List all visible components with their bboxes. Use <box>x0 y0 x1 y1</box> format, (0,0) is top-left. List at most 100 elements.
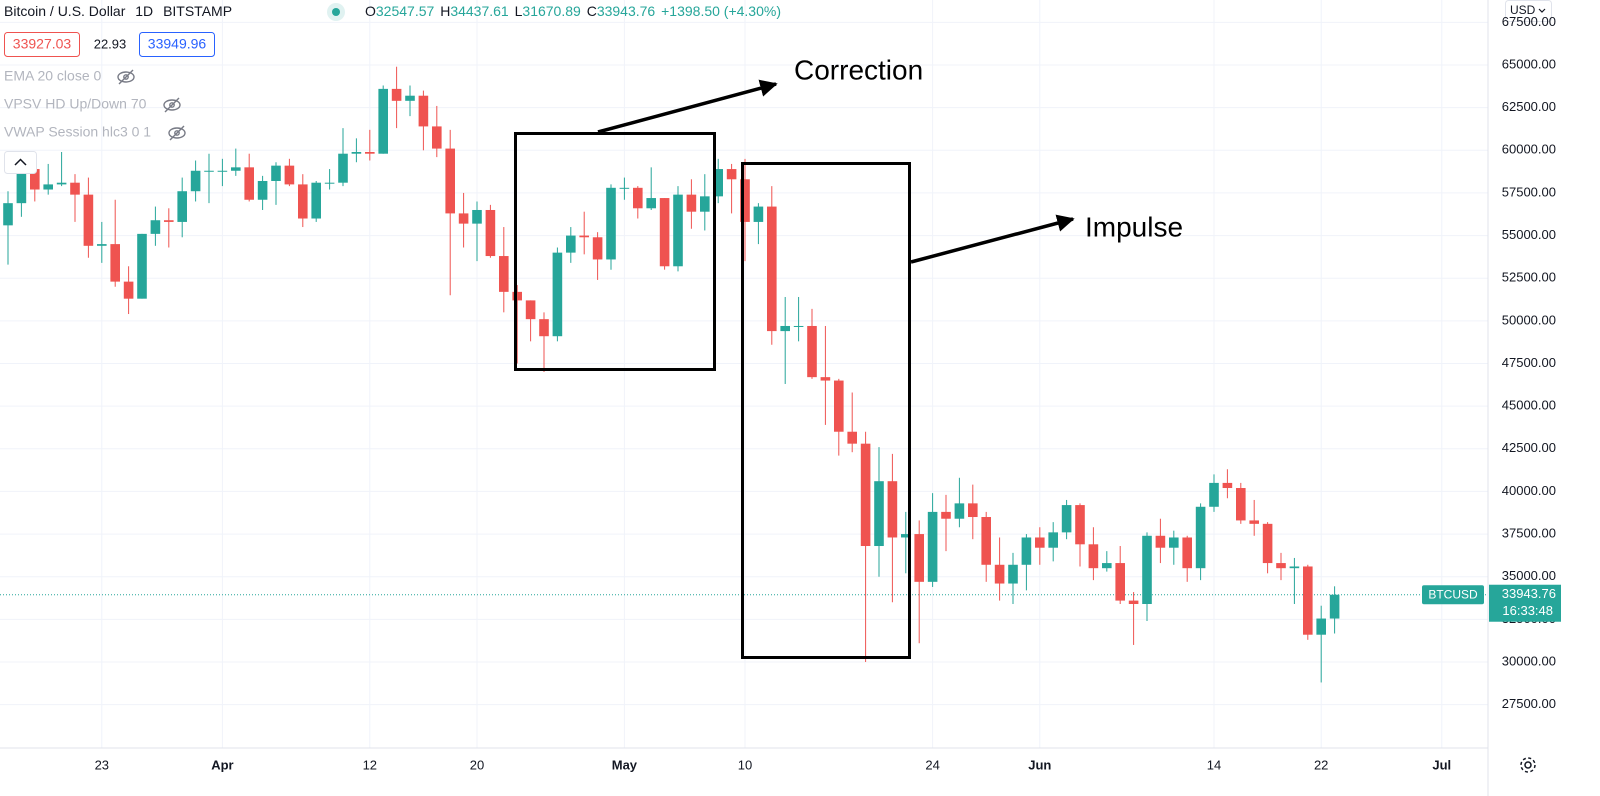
candle-body <box>1155 535 1166 548</box>
candle-body <box>954 503 965 519</box>
candle-body <box>110 244 120 282</box>
candle-body <box>1075 505 1085 545</box>
candle-body <box>56 182 67 185</box>
y-tick-label: 57500.00 <box>1502 184 1556 199</box>
candle-body <box>311 182 321 219</box>
candle-body <box>525 300 536 320</box>
x-tick-label: 24 <box>925 757 939 772</box>
candle-body <box>619 187 630 189</box>
y-tick-label: 47500.00 <box>1502 355 1556 370</box>
dropdown-icon <box>1538 8 1546 13</box>
candle-body <box>257 180 268 200</box>
price-tag <box>1489 584 1561 622</box>
candle-body <box>324 182 335 184</box>
eye-off-icon[interactable] <box>117 69 135 85</box>
candle-body <box>83 194 94 246</box>
candle-body <box>485 209 496 257</box>
y-tick-label: 60000.00 <box>1502 142 1556 157</box>
candle-body <box>726 169 737 180</box>
indicator[interactable]: VPSV HD Up/Down 70 <box>4 96 147 112</box>
y-tick-label: 52500.00 <box>1502 270 1556 285</box>
candle-body <box>391 88 402 101</box>
candle-body <box>1142 535 1152 605</box>
change: +1398.50 (+4.30%) <box>661 3 781 19</box>
candle-body <box>512 291 522 301</box>
candle-body <box>793 325 804 327</box>
y-tick-label: 45000.00 <box>1502 398 1556 413</box>
candle-body <box>284 165 295 185</box>
high-value: 34437.61 <box>450 3 509 19</box>
price-tag-value: 33943.76 <box>1502 586 1556 601</box>
candle-body <box>1182 537 1192 569</box>
y-tick-label: 62500.00 <box>1502 99 1556 114</box>
candle-body <box>432 126 442 149</box>
y-tick-label: 40000.00 <box>1502 483 1556 498</box>
candle-body <box>927 511 938 582</box>
x-tick-label: 23 <box>95 757 109 772</box>
candle-body <box>1128 600 1139 605</box>
collapse-button[interactable] <box>4 151 37 174</box>
candle-body <box>458 213 469 224</box>
candle-body <box>740 179 750 222</box>
candle-body <box>994 564 1005 584</box>
candle-body <box>834 380 844 432</box>
y-tick-label: 37500.00 <box>1502 526 1556 541</box>
chevron-icon <box>14 158 27 166</box>
candle-body <box>673 194 683 267</box>
impulse-box <box>741 162 911 659</box>
header: Bitcoin / U.S. Dollar 1D BITSTAMP <box>4 3 232 19</box>
ask-box[interactable] <box>139 32 215 57</box>
candle-body <box>445 148 455 214</box>
candle-body <box>1249 520 1259 524</box>
open-label: O <box>365 3 376 19</box>
x-tick-label: 10 <box>738 757 752 772</box>
candle-body <box>271 165 281 181</box>
candle-body <box>807 325 817 378</box>
annotation-label: Impulse <box>1085 211 1183 242</box>
currency-button[interactable] <box>1505 0 1552 22</box>
candle-body <box>941 511 951 519</box>
candle-body <box>204 170 214 172</box>
candle-body <box>874 481 884 547</box>
candle-body <box>1169 537 1179 548</box>
candle-body <box>1222 482 1233 489</box>
candle-body <box>405 95 415 101</box>
candle-body <box>1061 505 1072 533</box>
ask: 33949.96 <box>148 36 207 52</box>
candle-body <box>1021 537 1032 565</box>
y-tick-label: 27500.00 <box>1502 696 1556 711</box>
candle-body <box>1102 563 1112 569</box>
candle-body <box>767 206 777 332</box>
candle-body <box>968 503 978 518</box>
candle-body <box>150 220 161 234</box>
candle-body <box>231 167 241 171</box>
status-dot <box>332 8 340 16</box>
eye-off-icon[interactable] <box>168 125 186 141</box>
candle-body <box>579 235 589 238</box>
indicator[interactable]: EMA 20 close 0 <box>4 68 101 84</box>
low-value: 31670.89 <box>522 3 581 19</box>
candle-body <box>365 151 375 154</box>
candle-body <box>1329 594 1340 619</box>
impulse-arrow <box>910 214 1075 264</box>
candle-body <box>860 443 871 547</box>
candle-body <box>633 187 643 209</box>
candle-body <box>780 325 790 332</box>
settings-icon[interactable] <box>1520 757 1536 773</box>
symbol-tag <box>1422 585 1484 605</box>
candle-body <box>981 517 991 565</box>
candle-body <box>646 198 656 209</box>
candle-body <box>847 431 857 444</box>
eye-off-icon[interactable] <box>163 97 181 113</box>
candle-body <box>217 170 228 172</box>
spread: 22.93 <box>94 36 127 51</box>
y-tick-label: 30000.00 <box>1502 653 1556 668</box>
bid-box[interactable] <box>4 32 80 57</box>
close-value: 33943.76 <box>597 3 656 19</box>
candle-body <box>43 184 53 190</box>
indicator[interactable]: VWAP Session hlc3 0 1 <box>4 124 151 140</box>
x-tick-label: 12 <box>363 757 377 772</box>
candle-body <box>1276 563 1286 569</box>
low-label: L <box>515 3 523 19</box>
candle-body <box>700 196 710 212</box>
